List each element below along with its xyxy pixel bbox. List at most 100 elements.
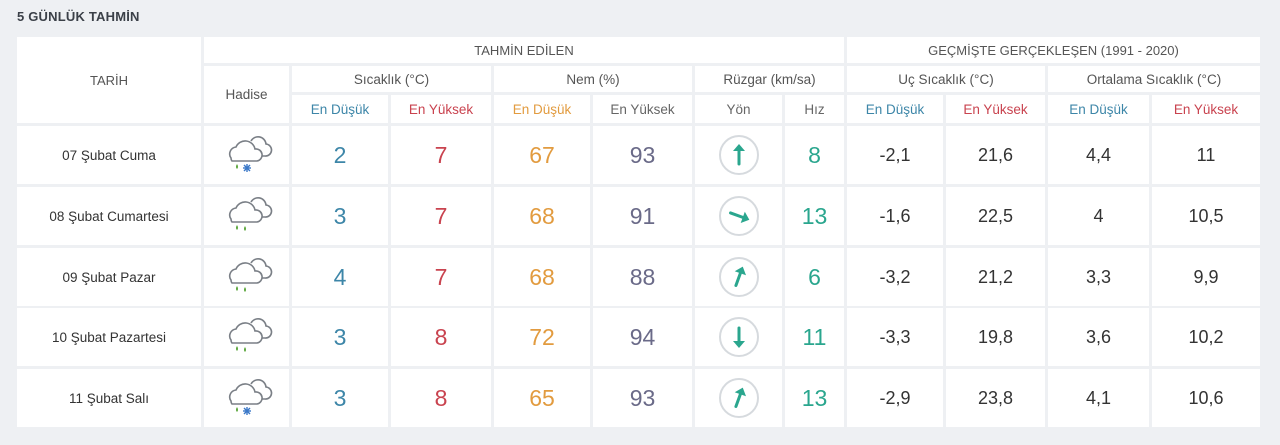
uc-min-cell: -2,1	[847, 126, 943, 184]
wind-direction-arrow-icon	[718, 317, 759, 357]
cloud-rain-icon	[221, 193, 273, 240]
ort-max-cell: 11	[1152, 126, 1260, 184]
date-value: 09 Şubat Pazar	[62, 269, 156, 285]
wind-speed-cell: 6	[785, 248, 844, 306]
header-uc-en-yuksek: En Yüksek	[946, 95, 1045, 123]
sic-min-value: 3	[333, 202, 347, 229]
sic-max-value: 7	[434, 202, 448, 229]
header-tarih: TARİH	[17, 37, 201, 123]
sic-max-value: 8	[434, 384, 448, 411]
wind-dir-cell	[695, 248, 782, 306]
header-ortalama-sicaklik-label: Ortalama Sıcaklık (°C)	[1086, 71, 1222, 87]
uc-max-cell: 21,2	[946, 248, 1045, 306]
header-ort-en-yuksek-label: En Yüksek	[1173, 101, 1239, 117]
ort-min-cell: 3,6	[1048, 308, 1149, 366]
sic-max-cell: 7	[391, 126, 491, 184]
header-tahmin-edilen-label: TAHMİN EDİLEN	[474, 42, 574, 58]
ort-min-value: 3,6	[1085, 326, 1112, 347]
ort-min-cell: 4,4	[1048, 126, 1149, 184]
uc-max-cell: 22,5	[946, 187, 1045, 245]
nem-min-value: 68	[529, 202, 555, 229]
nem-max-value: 88	[629, 263, 656, 290]
header-ruzgar: Rüzgar (km/sa)	[695, 66, 844, 92]
header-tarih-label: TARİH	[89, 72, 129, 88]
uc-min-cell: -3,2	[847, 248, 943, 306]
header-ort-en-dusuk-label: En Düşük	[1069, 101, 1128, 117]
uc-max-value: 22,5	[977, 205, 1014, 226]
sic-min-cell: 3	[292, 369, 388, 427]
header-nem-en-dusuk-label: En Düşük	[512, 101, 572, 117]
wind-speed-cell: 13	[785, 187, 844, 245]
wind-speed-value: 11	[802, 323, 827, 350]
wind-speed-value: 13	[801, 384, 828, 411]
header-nem-en-yuksek: En Yüksek	[593, 95, 692, 123]
sic-max-cell: 8	[391, 369, 491, 427]
header-ort-en-dusuk: En Düşük	[1048, 95, 1149, 123]
date-value: 08 Şubat Cumartesi	[49, 208, 169, 224]
date-cell: 11 Şubat Salı	[17, 369, 201, 427]
header-sicaklik: Sıcaklık (°C)	[292, 66, 491, 92]
date-cell: 10 Şubat Pazartesi	[17, 308, 201, 366]
nem-max-cell: 93	[593, 126, 692, 184]
header-ort-en-yuksek: En Yüksek	[1152, 95, 1260, 123]
ort-max-cell: 10,5	[1152, 187, 1260, 245]
nem-min-value: 65	[529, 384, 555, 411]
ort-max-value: 10,5	[1188, 205, 1224, 226]
ort-max-cell: 9,9	[1152, 248, 1260, 306]
uc-min-cell: -1,6	[847, 187, 943, 245]
uc-min-cell: -2,9	[847, 369, 943, 427]
header-gecmiste: GEÇMİŞTE GERÇEKLEŞEN (1991 - 2020)	[847, 37, 1260, 63]
date-value: 11 Şubat Salı	[68, 390, 150, 406]
uc-min-value: -2,1	[879, 144, 911, 165]
nem-min-value: 72	[529, 323, 555, 350]
page-title: 5 GÜNLÜK TAHMİN	[17, 9, 140, 24]
uc-max-cell: 21,6	[946, 126, 1045, 184]
header-sic-en-yuksek: En Yüksek	[391, 95, 491, 123]
sic-min-cell: 3	[292, 187, 388, 245]
ort-min-cell: 4,1	[1048, 369, 1149, 427]
header-sic-en-yuksek-label: En Yüksek	[408, 101, 474, 117]
uc-max-value: 23,8	[977, 387, 1014, 408]
header-nem-en-yuksek-label: En Yüksek	[610, 101, 675, 117]
uc-max-value: 21,6	[977, 144, 1014, 165]
ort-min-value: 3,3	[1085, 266, 1112, 287]
ort-max-value: 10,6	[1188, 387, 1224, 408]
uc-min-value: -3,3	[879, 326, 911, 347]
header-sic-en-dusuk: En Düşük	[292, 95, 388, 123]
sic-min-cell: 3	[292, 308, 388, 366]
wind-dir-cell	[695, 126, 782, 184]
nem-min-cell: 65	[494, 369, 590, 427]
header-nem-label: Nem (%)	[566, 71, 620, 87]
header-ruzgar-label: Rüzgar (km/sa)	[723, 71, 816, 87]
header-nem: Nem (%)	[494, 66, 692, 92]
hadise-cell	[204, 308, 289, 366]
date-value: 07 Şubat Cuma	[62, 147, 156, 163]
ort-max-value: 10,2	[1188, 326, 1224, 347]
sic-max-cell: 7	[391, 248, 491, 306]
header-sic-en-dusuk-label: En Düşük	[310, 101, 370, 117]
date-cell: 07 Şubat Cuma	[17, 126, 201, 184]
header-sicaklik-label: Sıcaklık (°C)	[353, 71, 430, 87]
header-uc-sicaklik: Uç Sıcaklık (°C)	[847, 66, 1045, 92]
sic-max-cell: 8	[391, 308, 491, 366]
wind-dir-cell	[695, 187, 782, 245]
wind-dir-cell	[695, 308, 782, 366]
ort-min-value: 4,1	[1085, 387, 1112, 408]
wind-direction-arrow-icon	[718, 378, 759, 418]
nem-min-value: 67	[529, 141, 555, 168]
nem-min-cell: 68	[494, 187, 590, 245]
header-uc-sicaklik-label: Uç Sıcaklık (°C)	[898, 71, 994, 87]
header-hadise: Hadise	[204, 66, 289, 123]
ort-max-cell: 10,2	[1152, 308, 1260, 366]
nem-max-value: 93	[629, 141, 656, 168]
header-yon-label: Yön	[726, 101, 751, 117]
wind-speed-value: 13	[801, 202, 828, 229]
wind-speed-value: 6	[808, 263, 821, 290]
sic-min-value: 4	[333, 263, 347, 290]
nem-max-value: 93	[629, 384, 656, 411]
ort-min-cell: 3,3	[1048, 248, 1149, 306]
date-cell: 08 Şubat Cumartesi	[17, 187, 201, 245]
wind-dir-cell	[695, 369, 782, 427]
header-yon: Yön	[695, 95, 782, 123]
wind-direction-arrow-icon	[718, 257, 759, 297]
